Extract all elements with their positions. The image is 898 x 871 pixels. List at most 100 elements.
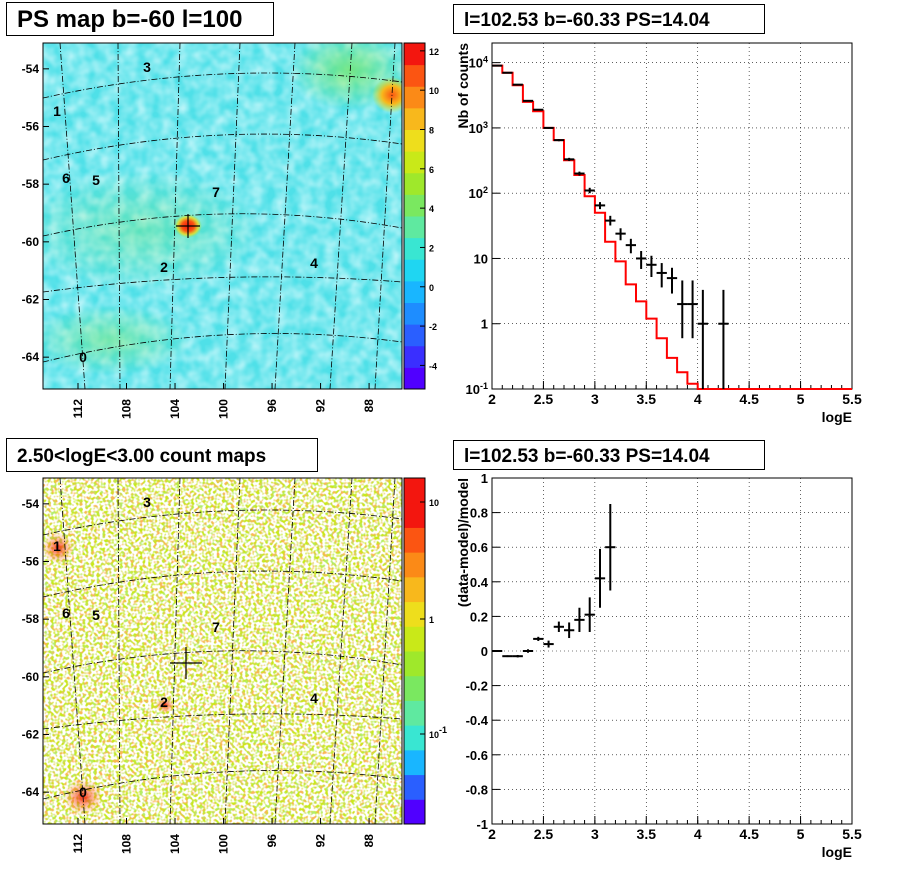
ps-map-colorbar-cell [404, 302, 425, 325]
ps-map-colorbar-cell [404, 324, 425, 347]
residual-x-tick-label: 3 [591, 826, 599, 842]
ps-map-x-tick-label: 96 [265, 399, 279, 413]
count-map-colorbar-cell [404, 651, 425, 677]
ps-map-colorbar-cell [404, 172, 425, 195]
ps-map-source-label-5: 5 [92, 172, 100, 188]
ps-map-source-label-2: 2 [160, 259, 168, 275]
residual-y-tick-label: -1 [476, 817, 488, 832]
ps-map-title: PS map b=-60 l=100 [6, 2, 274, 36]
residual-y-tick-label: 0.4 [470, 575, 489, 590]
ps-map-colorbar-cell [404, 86, 425, 109]
spectrum-data-point [666, 267, 678, 294]
residual-data-point [533, 636, 544, 641]
residual-data-point [574, 607, 585, 632]
spectrum-data-point [584, 187, 595, 194]
count-map-colorbar-cell [404, 552, 425, 578]
count-map-y-tick-label: -56 [22, 555, 40, 569]
residual-y-tick-label: -0.4 [466, 713, 489, 728]
residual-y-tick-label: -0.2 [466, 679, 488, 694]
spectrum-data-point [512, 83, 523, 86]
count-map-colorbar-frame [403, 477, 426, 825]
residual-x-axis-title: logE [822, 844, 852, 860]
count-map-y-tick-label: -64 [22, 785, 40, 799]
residual-x-tick-label: 4.5 [739, 826, 759, 842]
count-map-y-tick-label: -54 [22, 497, 40, 511]
residual-y-tick-label: 0.6 [470, 540, 488, 555]
count-map-y-tick-label: -58 [22, 612, 40, 626]
count-map-colorbar-label: 10 [429, 498, 439, 508]
ps-map-colorbar-label: 6 [429, 165, 434, 175]
ps-map-colorbar-label: 2 [429, 243, 434, 253]
spectrum-frame [491, 42, 853, 390]
ps-map-colorbar-label: -4 [429, 361, 437, 371]
residual-data-point [605, 503, 616, 591]
count-map-source-label-2: 2 [160, 694, 168, 710]
spectrum-data-point [656, 263, 667, 288]
ps-map-source-label-0: 0 [79, 349, 87, 365]
residual-x-tick-label: 3.5 [637, 826, 657, 842]
count-map-colorbar-cell [404, 626, 425, 652]
residual-title: l=102.53 b=-60.33 PS=14.04 [453, 440, 765, 470]
ps-map-colorbar-label: -2 [429, 322, 437, 332]
residual-y-tick-label: 0 [481, 644, 488, 659]
ps-map-colorbar-cell [404, 129, 425, 152]
spectrum-data-point [677, 280, 688, 339]
ps-map-colorbar-cell [404, 216, 425, 239]
count-map-colorbar-cell [404, 799, 425, 825]
ps-map-x-tick-label: 100 [217, 399, 231, 419]
residual-data-point [522, 649, 534, 653]
spectrum-data-point [697, 289, 708, 389]
spectrum-data-point [636, 251, 647, 269]
spectrum-data-point [574, 171, 585, 176]
ps-map-colorbar-label: 12 [429, 47, 439, 57]
ps-map-colorbar-cell [404, 237, 425, 260]
spectrum-data-point [564, 157, 575, 161]
spectrum-data-point [615, 228, 626, 241]
spectrum-x-tick-label: 2.5 [534, 391, 554, 407]
spectrum-x-tick-label: 3.5 [637, 391, 657, 407]
count-map-colorbar-cell [404, 527, 425, 553]
count-map-x-tick-label: 112 [71, 834, 85, 854]
spectrum-data-point [718, 289, 729, 389]
count-map-colorbar-cell [404, 774, 425, 800]
ps-map-colorbar-cell [404, 151, 425, 174]
count-map-colorbar-cell [404, 601, 425, 627]
residual-x-tick-label: 2.5 [534, 826, 554, 842]
count-map-x-tick-label: 96 [265, 834, 279, 848]
count-map-x-tick-label: 92 [314, 834, 328, 848]
spectrum-y-tick-label: 103 [469, 120, 488, 136]
residual-y-tick-label: 1 [481, 471, 488, 486]
count-map-colorbar-cell [404, 725, 425, 751]
residual-x-tick-label: 5 [797, 826, 805, 842]
ps-map-colorbar-frame [403, 42, 426, 390]
ps-map-colorbar-cell [404, 345, 425, 368]
spectrum-y-tick-label: 10 [474, 251, 488, 266]
count-map-source-label-1: 1 [53, 538, 61, 554]
residual-data-point [553, 621, 564, 632]
ps-map-x-tick-label: 112 [71, 399, 85, 419]
count-map-colorbar-cell [404, 700, 425, 726]
ps-map-colorbar-label: 4 [429, 204, 434, 214]
ps-map-source-label-6: 6 [62, 170, 70, 186]
ps-map-x-tick-label: 104 [168, 399, 182, 419]
residual-data-point [594, 548, 606, 608]
spectrum-data-point [594, 202, 606, 210]
spectrum-title: l=102.53 b=-60.33 PS=14.04 [453, 4, 765, 34]
residual-data-point [584, 597, 595, 632]
ps-map-x-tick-label: 88 [362, 399, 376, 413]
spectrum-data-point [625, 238, 636, 254]
residual-data-point [502, 655, 513, 658]
spectrum-data-point [522, 99, 534, 102]
spectrum-x-tick-label: 4 [694, 391, 702, 407]
ps-map-x-tick-label: 92 [314, 399, 328, 413]
residual-y-tick-label: 0.8 [470, 506, 488, 521]
ps-map-y-tick-label: -54 [22, 62, 40, 76]
spectrum-x-tick-label: 3 [591, 391, 599, 407]
ps-map-source-label-7: 7 [212, 184, 220, 200]
residual-data-point [512, 654, 523, 658]
ps-map-y-tick-label: -56 [22, 120, 40, 134]
residual-data-point [564, 622, 575, 639]
ps-map-colorbar-label: 8 [429, 126, 434, 136]
spectrum-data-point [502, 71, 513, 74]
count-map-x-tick-label: 100 [217, 834, 231, 854]
